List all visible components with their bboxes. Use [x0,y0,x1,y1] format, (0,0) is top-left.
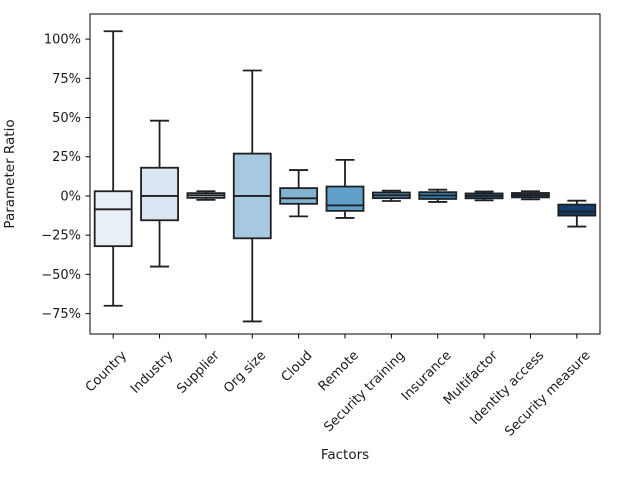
y-tick-label: −50% [41,268,81,283]
y-axis-label: Parameter Ratio [2,119,18,228]
box-industry [140,166,179,222]
box-country [93,190,133,248]
y-tick-label: −25% [41,229,81,244]
box-remote [325,185,365,212]
box-security-measure [557,203,597,217]
x-tick-label: Remote [316,348,362,394]
x-tick-label: Security training [321,348,408,435]
x-tick-label: Country [83,348,130,395]
x-axis-label: Factors [321,447,369,463]
x-tick-label: Industry [128,348,177,397]
y-tick-label: 75% [52,72,81,87]
y-tick-label: 100% [44,33,81,48]
y-tick-label: 25% [52,150,81,165]
y-tick-label: −75% [41,307,81,322]
plot-border [89,13,601,335]
y-tick-label: 50% [52,111,81,126]
y-tick-label: 0% [60,189,81,204]
x-tick-label: Org size [221,348,269,396]
box-cloud [279,187,319,205]
x-tick-label: Security measure [502,348,593,439]
x-tick-label: Supplier [174,348,223,397]
plot-area: −75% −50% −25% 0% 25% 50% 75% 100% CountryIndust… [41,30,597,440]
x-tick-label: Cloud [279,348,316,385]
